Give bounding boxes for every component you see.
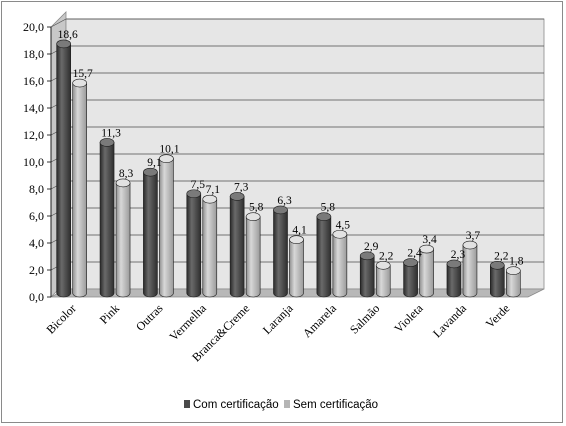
bar-sem-certificacao-laranja — [289, 235, 304, 298]
data-label-sem-certificacao-violeta: 3,4 — [422, 234, 437, 246]
data-label-com-certificacao-branca-creme: 7,3 — [234, 181, 249, 193]
data-label-com-certificacao-salmao: 2,9 — [364, 241, 379, 253]
y-tick-label: 4,0 — [29, 236, 44, 250]
y-tick-label: 8,0 — [29, 182, 44, 196]
data-label-sem-certificacao-outras: 10,1 — [159, 144, 179, 156]
data-label-com-certificacao-bicolor: 18,6 — [58, 29, 78, 41]
x-tick-label-lavanda: Lavanda — [430, 301, 470, 341]
bar-sem-certificacao-amarela — [332, 229, 348, 298]
bar-sem-certificacao-salmao — [375, 260, 391, 298]
x-tick-label-salmao: Salmão — [347, 301, 382, 336]
data-label-com-certificacao-vermelha: 7,5 — [191, 179, 206, 191]
legend-swatch-com-certificacao — [184, 400, 190, 408]
bar-sem-certificacao-lavanda — [462, 240, 478, 298]
bar-sem-certificacao-verde — [506, 266, 521, 298]
y-tick-label: 14,0 — [23, 101, 44, 115]
y-tick-label: 6,0 — [29, 209, 44, 223]
bar-com-certificacao-laranja — [273, 205, 288, 298]
y-tick-label: 16,0 — [23, 74, 44, 88]
y-tick-label: 10,0 — [23, 155, 44, 169]
bars — [56, 39, 521, 298]
data-label-sem-certificacao-lavanda: 3,7 — [466, 230, 481, 242]
bar-com-certificacao-salmao — [359, 251, 375, 298]
bar-sem-certificacao-pink — [115, 178, 131, 298]
bar-com-certificacao-pink — [99, 138, 115, 298]
data-label-sem-certificacao-laranja: 4,1 — [292, 225, 307, 237]
data-label-com-certificacao-violeta: 2,4 — [407, 248, 422, 260]
y-tick-label: 0,0 — [29, 290, 44, 304]
bar-com-certificacao-outras — [143, 167, 158, 298]
gridline-side — [50, 18, 67, 28]
y-tick-label: 18,0 — [23, 47, 44, 61]
y-tick-label: 12,0 — [23, 128, 44, 142]
y-tick-label: 20,0 — [23, 20, 44, 34]
data-label-com-certificacao-lavanda: 2,3 — [451, 249, 466, 261]
bar-com-certificacao-branca-creme — [229, 192, 245, 298]
bar-com-certificacao-amarela — [316, 212, 332, 298]
bar-sem-certificacao-violeta — [419, 244, 434, 298]
data-label-com-certificacao-outras: 9,1 — [147, 157, 162, 169]
bar-sem-certificacao-outras — [159, 154, 174, 298]
data-label-sem-certificacao-amarela: 4,5 — [336, 219, 351, 231]
legend-swatch-sem-certificacao — [284, 400, 290, 408]
y-axis: 0,0 2,0 4,0 6,0 8,0 10,0 12,0 14,0 16,0 18,0 20,0 — [23, 20, 52, 304]
x-tick-label-laranja: Laranja — [260, 301, 296, 337]
y-tick-label: 2,0 — [29, 263, 44, 277]
x-tick-label-bicolor: Bicolor — [43, 301, 78, 336]
bar-sem-certificacao-vermelha — [202, 194, 218, 298]
legend-label-sem-certificacao: Sem certificação — [293, 399, 378, 411]
x-tick-label-pink: Pink — [97, 301, 122, 326]
data-label-sem-certificacao-pink: 8,3 — [119, 168, 134, 180]
legend: Com certificação Sem certificação — [184, 399, 378, 411]
data-label-sem-certificacao-salmao: 2,2 — [379, 250, 394, 262]
bar-sem-certificacao-bicolor — [72, 78, 87, 298]
x-tick-label-violeta: Violeta — [391, 301, 426, 336]
data-label-sem-certificacao-verde: 1,8 — [509, 256, 524, 268]
bar-com-certificacao-violeta — [403, 258, 418, 298]
x-tick-label-outras: Outras — [133, 301, 166, 334]
data-label-com-certificacao-verde: 2,2 — [494, 250, 509, 262]
data-label-sem-certificacao-branca-creme: 5,8 — [249, 202, 264, 214]
legend-label-com-certificacao: Com certificação — [193, 399, 279, 411]
bar-com-certificacao-verde — [490, 260, 505, 298]
data-labels: 18,615,711,38,39,110,17,5 7,1 7,35,86,34,1… — [58, 29, 524, 268]
x-tick-label-vermelha: Vermelha — [166, 301, 209, 344]
x-tick-label-amarela: Amarela — [300, 301, 340, 341]
data-label-sem-certificacao-vermelha: 7,1 — [206, 184, 221, 196]
data-label-sem-certificacao-bicolor: 15,7 — [73, 68, 93, 80]
bar-com-certificacao-vermelha — [186, 189, 202, 298]
data-label-com-certificacao-amarela: 5,8 — [321, 202, 336, 214]
bar-com-certificacao-bicolor — [56, 39, 71, 298]
data-label-com-certificacao-laranja: 6,3 — [277, 195, 292, 207]
data-label-com-certificacao-pink: 11,3 — [101, 127, 121, 139]
x-tick-label-verde: Verde — [483, 301, 513, 331]
bar-sem-certificacao-branca-creme — [245, 212, 261, 298]
bar-com-certificacao-lavanda — [446, 259, 462, 298]
